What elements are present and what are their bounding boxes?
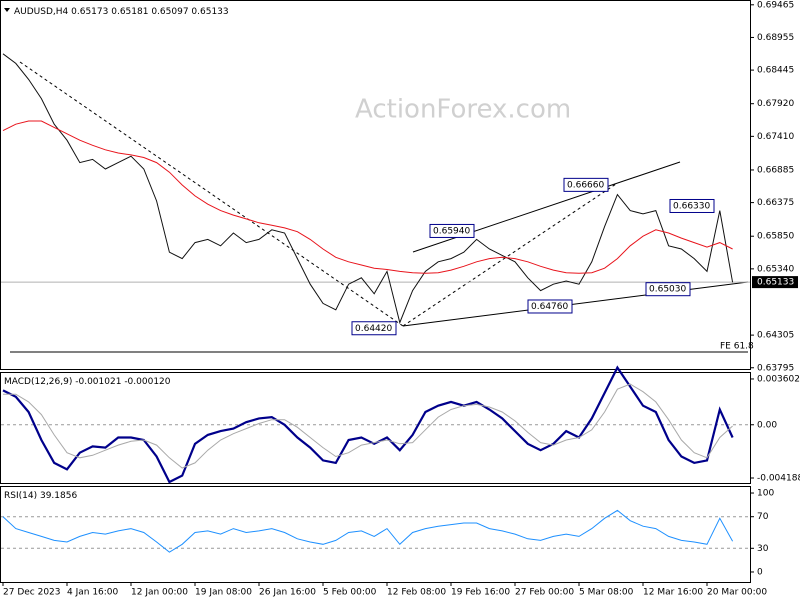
y-tick-label: 0.63795 (757, 363, 794, 373)
y-tick-label: -0.004188 (757, 473, 800, 483)
annotation-box (429, 223, 475, 238)
annotation-label: 0.64420 (355, 324, 392, 334)
y-tick-label: 30 (757, 544, 769, 554)
series-line (3, 383, 733, 469)
annotation-box (669, 198, 715, 213)
y-tick-label: 70 (757, 512, 769, 522)
price-tag (752, 276, 798, 289)
price-tag-label: 0.65133 (757, 278, 794, 288)
macd-panel (0, 372, 751, 484)
series-line (2, 53, 734, 325)
x-tick-label: 5 Mar 08:00 (579, 588, 634, 598)
y-tick-label: 0.64305 (757, 331, 794, 341)
y-tick-label: 0.67920 (757, 99, 794, 109)
y-tick-label: 0.66375 (757, 198, 794, 208)
y-tick-label: 0.69465 (757, 0, 794, 10)
main-panel (0, 0, 751, 370)
menu-icon[interactable] (4, 8, 10, 12)
series-line (2, 120, 733, 274)
y-tick-label: 0 (757, 567, 763, 577)
annotation-box (563, 177, 609, 192)
y-tick-label: 0.68955 (757, 33, 794, 43)
y-tick-label: 100 (757, 489, 774, 499)
y-tick-label: 0.65340 (757, 264, 794, 274)
annotation-label: 0.65030 (649, 285, 686, 295)
y-tick-label: 0.003602 (757, 374, 800, 384)
x-tick-label: 19 Feb 16:00 (451, 588, 510, 598)
annotation-box (527, 299, 573, 314)
y-tick-label: 0.67410 (757, 132, 794, 142)
x-tick-label: 27 Feb 00:00 (515, 588, 574, 598)
y-tick-label: 0.68445 (757, 66, 794, 76)
fe-label: FE 61.8 (720, 342, 754, 352)
x-tick-label: 20 Mar 00:00 (707, 588, 767, 598)
x-tick-label: 12 Feb 08:00 (387, 588, 446, 598)
annotation-box (645, 282, 691, 297)
annotation-label: 0.66660 (567, 180, 604, 190)
x-tick-label: 27 Dec 2023 (3, 588, 61, 598)
annotation-label: 0.65940 (433, 226, 470, 236)
annotation-box (351, 321, 397, 336)
chart-header: AUDUSD,H4 0.65173 0.65181 0.65097 0.6513… (14, 7, 229, 17)
series-line (2, 509, 734, 553)
x-tick-label: 19 Jan 08:00 (195, 588, 252, 598)
series-line (2, 365, 734, 484)
rsi-header: RSI(14) 39.1856 (4, 491, 77, 501)
macd-header: MACD(12,26,9) -0.001021 -0.000120 (4, 377, 171, 387)
x-tick-label: 12 Jan 00:00 (131, 588, 188, 598)
rsi-panel (0, 486, 751, 583)
y-tick-label: 0.00 (757, 420, 777, 430)
annotation-label: 0.64760 (531, 302, 568, 312)
x-tick-label: 4 Jan 16:00 (67, 588, 119, 598)
x-tick-label: 12 Mar 16:00 (643, 588, 703, 598)
x-tick-label: 5 Feb 00:00 (323, 588, 377, 598)
trend-line (402, 183, 617, 327)
watermark: ActionForex.com (355, 95, 571, 125)
y-tick-label: 0.65850 (757, 232, 794, 242)
annotation-label: 0.66330 (673, 201, 710, 211)
x-tick-label: 26 Jan 16:00 (259, 588, 316, 598)
y-tick-label: 0.66885 (757, 165, 794, 175)
